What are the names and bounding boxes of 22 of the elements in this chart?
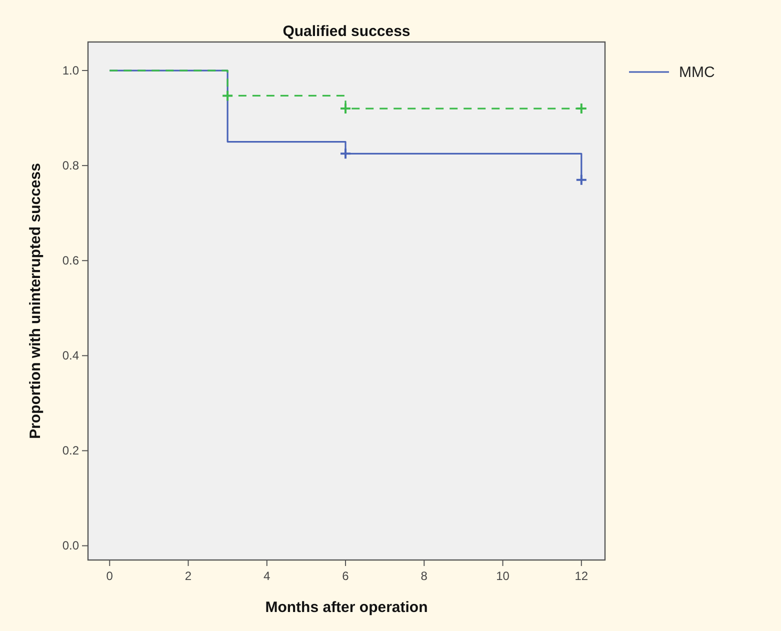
x-tick-label: 12 (574, 569, 588, 583)
chart-title: Qualified success (282, 23, 410, 40)
y-tick-label: 0.8 (62, 158, 80, 173)
point (575, 174, 588, 186)
x-tick-label: 8 (420, 569, 428, 583)
legend-label: MMC (679, 64, 715, 81)
y-tick-label: 0.2 (62, 444, 80, 458)
x-tick-label: 4 (264, 569, 271, 583)
point (340, 102, 352, 115)
point (340, 148, 352, 160)
x-tick-label: 6 (342, 569, 350, 583)
x-tick-label: 2 (184, 569, 192, 583)
point (575, 102, 588, 115)
y-tick-label: 0.0 (62, 538, 80, 553)
x-tick-label: 10 (496, 569, 510, 583)
y-tick-label: 0.4 (62, 348, 80, 363)
x-tick-label: 0 (106, 569, 114, 583)
y-tick-label: 0.6 (62, 254, 80, 268)
x-axis-title: Months after operation (265, 599, 428, 616)
y-tick-label: 1.0 (62, 64, 80, 78)
point (222, 90, 234, 102)
y-axis-title: Proportion with uninterrupted success (27, 163, 44, 439)
